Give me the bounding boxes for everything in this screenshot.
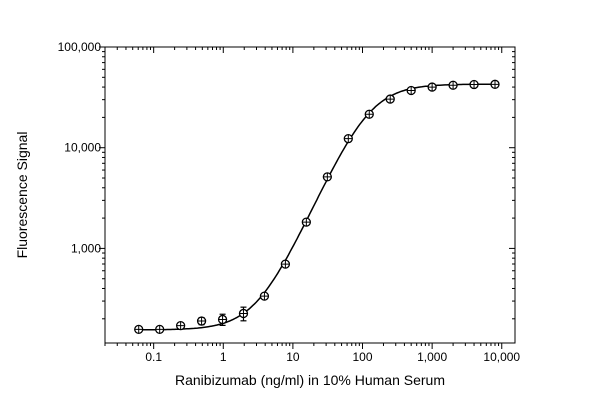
data-point-cross: [491, 80, 500, 89]
data-point-cross: [281, 260, 290, 269]
plot-frame: [104, 46, 516, 344]
data-point-cross: [407, 86, 416, 95]
data-point-cross: [239, 309, 248, 318]
x-tick-label: 10: [286, 350, 300, 364]
data-point-cross: [449, 81, 458, 90]
data-point-cross: [134, 325, 143, 334]
data-point-cross: [197, 317, 206, 326]
y-tick-label: 10,000: [64, 141, 101, 155]
data-point-cross: [323, 172, 332, 181]
x-axis-title: Ranibizumab (ng/ml) in 10% Human Serum: [175, 372, 445, 388]
x-tick-label: 100: [352, 350, 372, 364]
x-tick-label: 0.1: [145, 350, 162, 364]
data-point-cross: [260, 292, 269, 301]
x-tick-label: 1,000: [417, 350, 447, 364]
data-point-cross: [386, 95, 395, 104]
y-tick-label: 1,000: [71, 241, 101, 255]
data-point-cross: [155, 325, 164, 334]
y-tick-label: 100,000: [58, 40, 102, 54]
data-point-cross: [428, 83, 437, 92]
x-tick-label: 1: [220, 350, 227, 364]
data-point-cross: [470, 80, 479, 89]
data-point-cross: [218, 315, 227, 324]
x-tick-label: 10,000: [483, 350, 520, 364]
data-point-cross: [365, 110, 374, 119]
fit-curve: [138, 83, 495, 331]
y-axis-title: Fluorescence Signal: [14, 132, 30, 259]
data-point-cross: [176, 321, 185, 330]
data-point-cross: [344, 134, 353, 143]
data-point-cross: [302, 218, 311, 227]
